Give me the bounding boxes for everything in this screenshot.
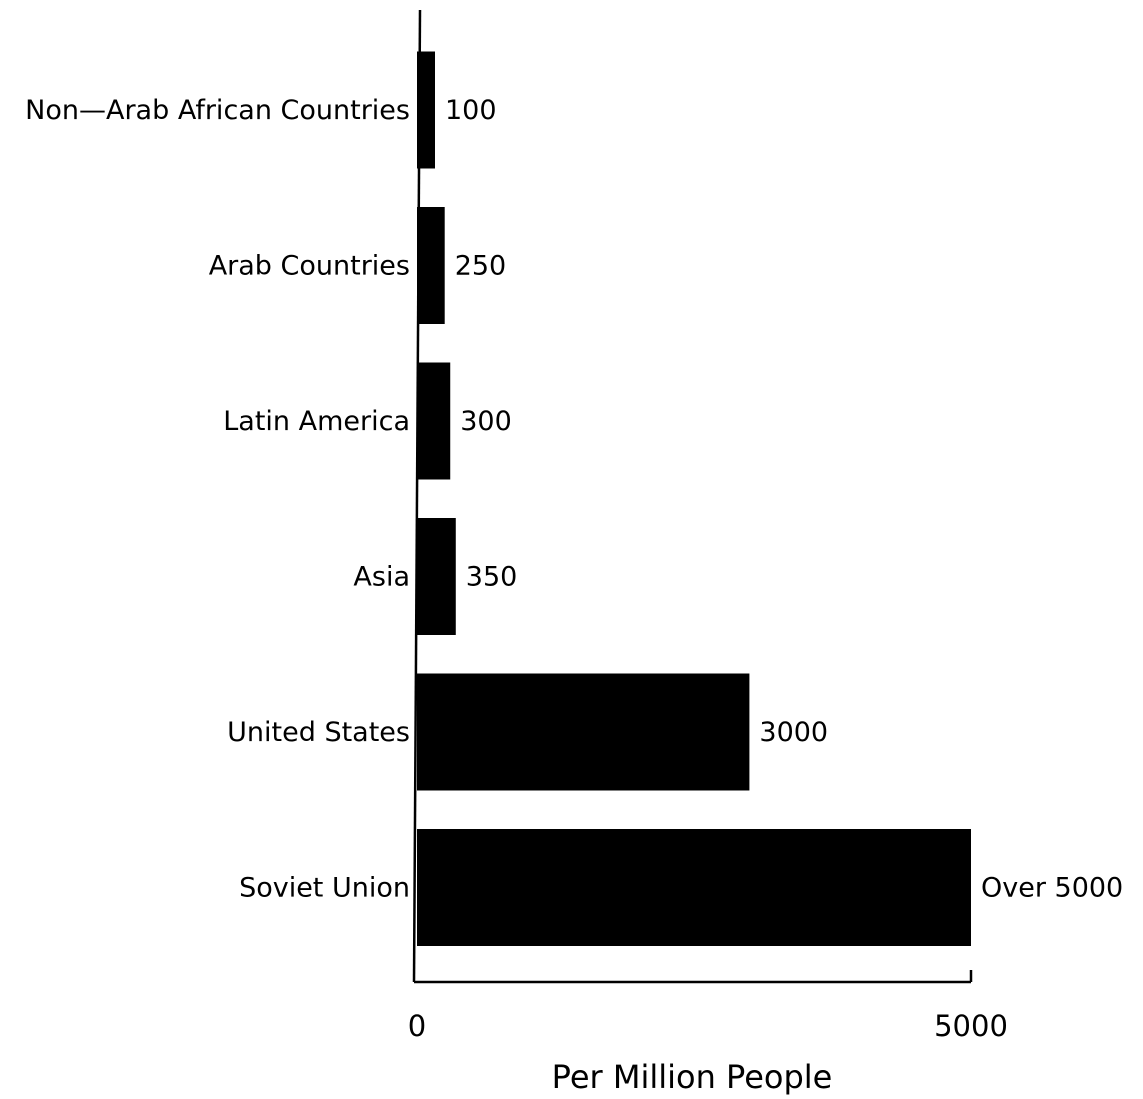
value-label-4: 3000: [759, 717, 828, 748]
value-label-1: 250: [455, 251, 507, 282]
x-axis-title: Per Million People: [552, 1058, 833, 1096]
bar-2: [417, 362, 451, 480]
category-label-2: Latin America: [223, 406, 410, 437]
category-label-5: Soviet Union: [239, 873, 410, 904]
bar-4: [417, 673, 750, 791]
bar-1: [417, 207, 445, 324]
y-axis-line: [412, 9, 422, 983]
bar-5: [417, 829, 971, 946]
value-labels-group: 100 250 300 350 3000 Over 5000: [445, 95, 1123, 904]
x-tick-label-0: 0: [408, 1009, 426, 1043]
x-tick-label-1: 5000: [934, 1009, 1008, 1043]
value-label-2: 300: [460, 406, 512, 437]
category-label-3: Asia: [353, 562, 410, 593]
x-tick-labels-group: 0 5000: [408, 1009, 1008, 1043]
category-labels-group: Non—Arab African Countries Arab Countries…: [25, 95, 410, 904]
bar-3: [417, 518, 456, 635]
category-label-0: Non—Arab African Countries: [25, 95, 410, 126]
value-label-0: 100: [445, 95, 497, 126]
value-label-5: Over 5000: [981, 873, 1123, 904]
bar-0: [417, 51, 435, 169]
value-label-3: 350: [466, 562, 518, 593]
category-label-1: Arab Countries: [209, 251, 410, 282]
category-label-4: United States: [227, 717, 410, 748]
bars-group: [417, 51, 971, 946]
